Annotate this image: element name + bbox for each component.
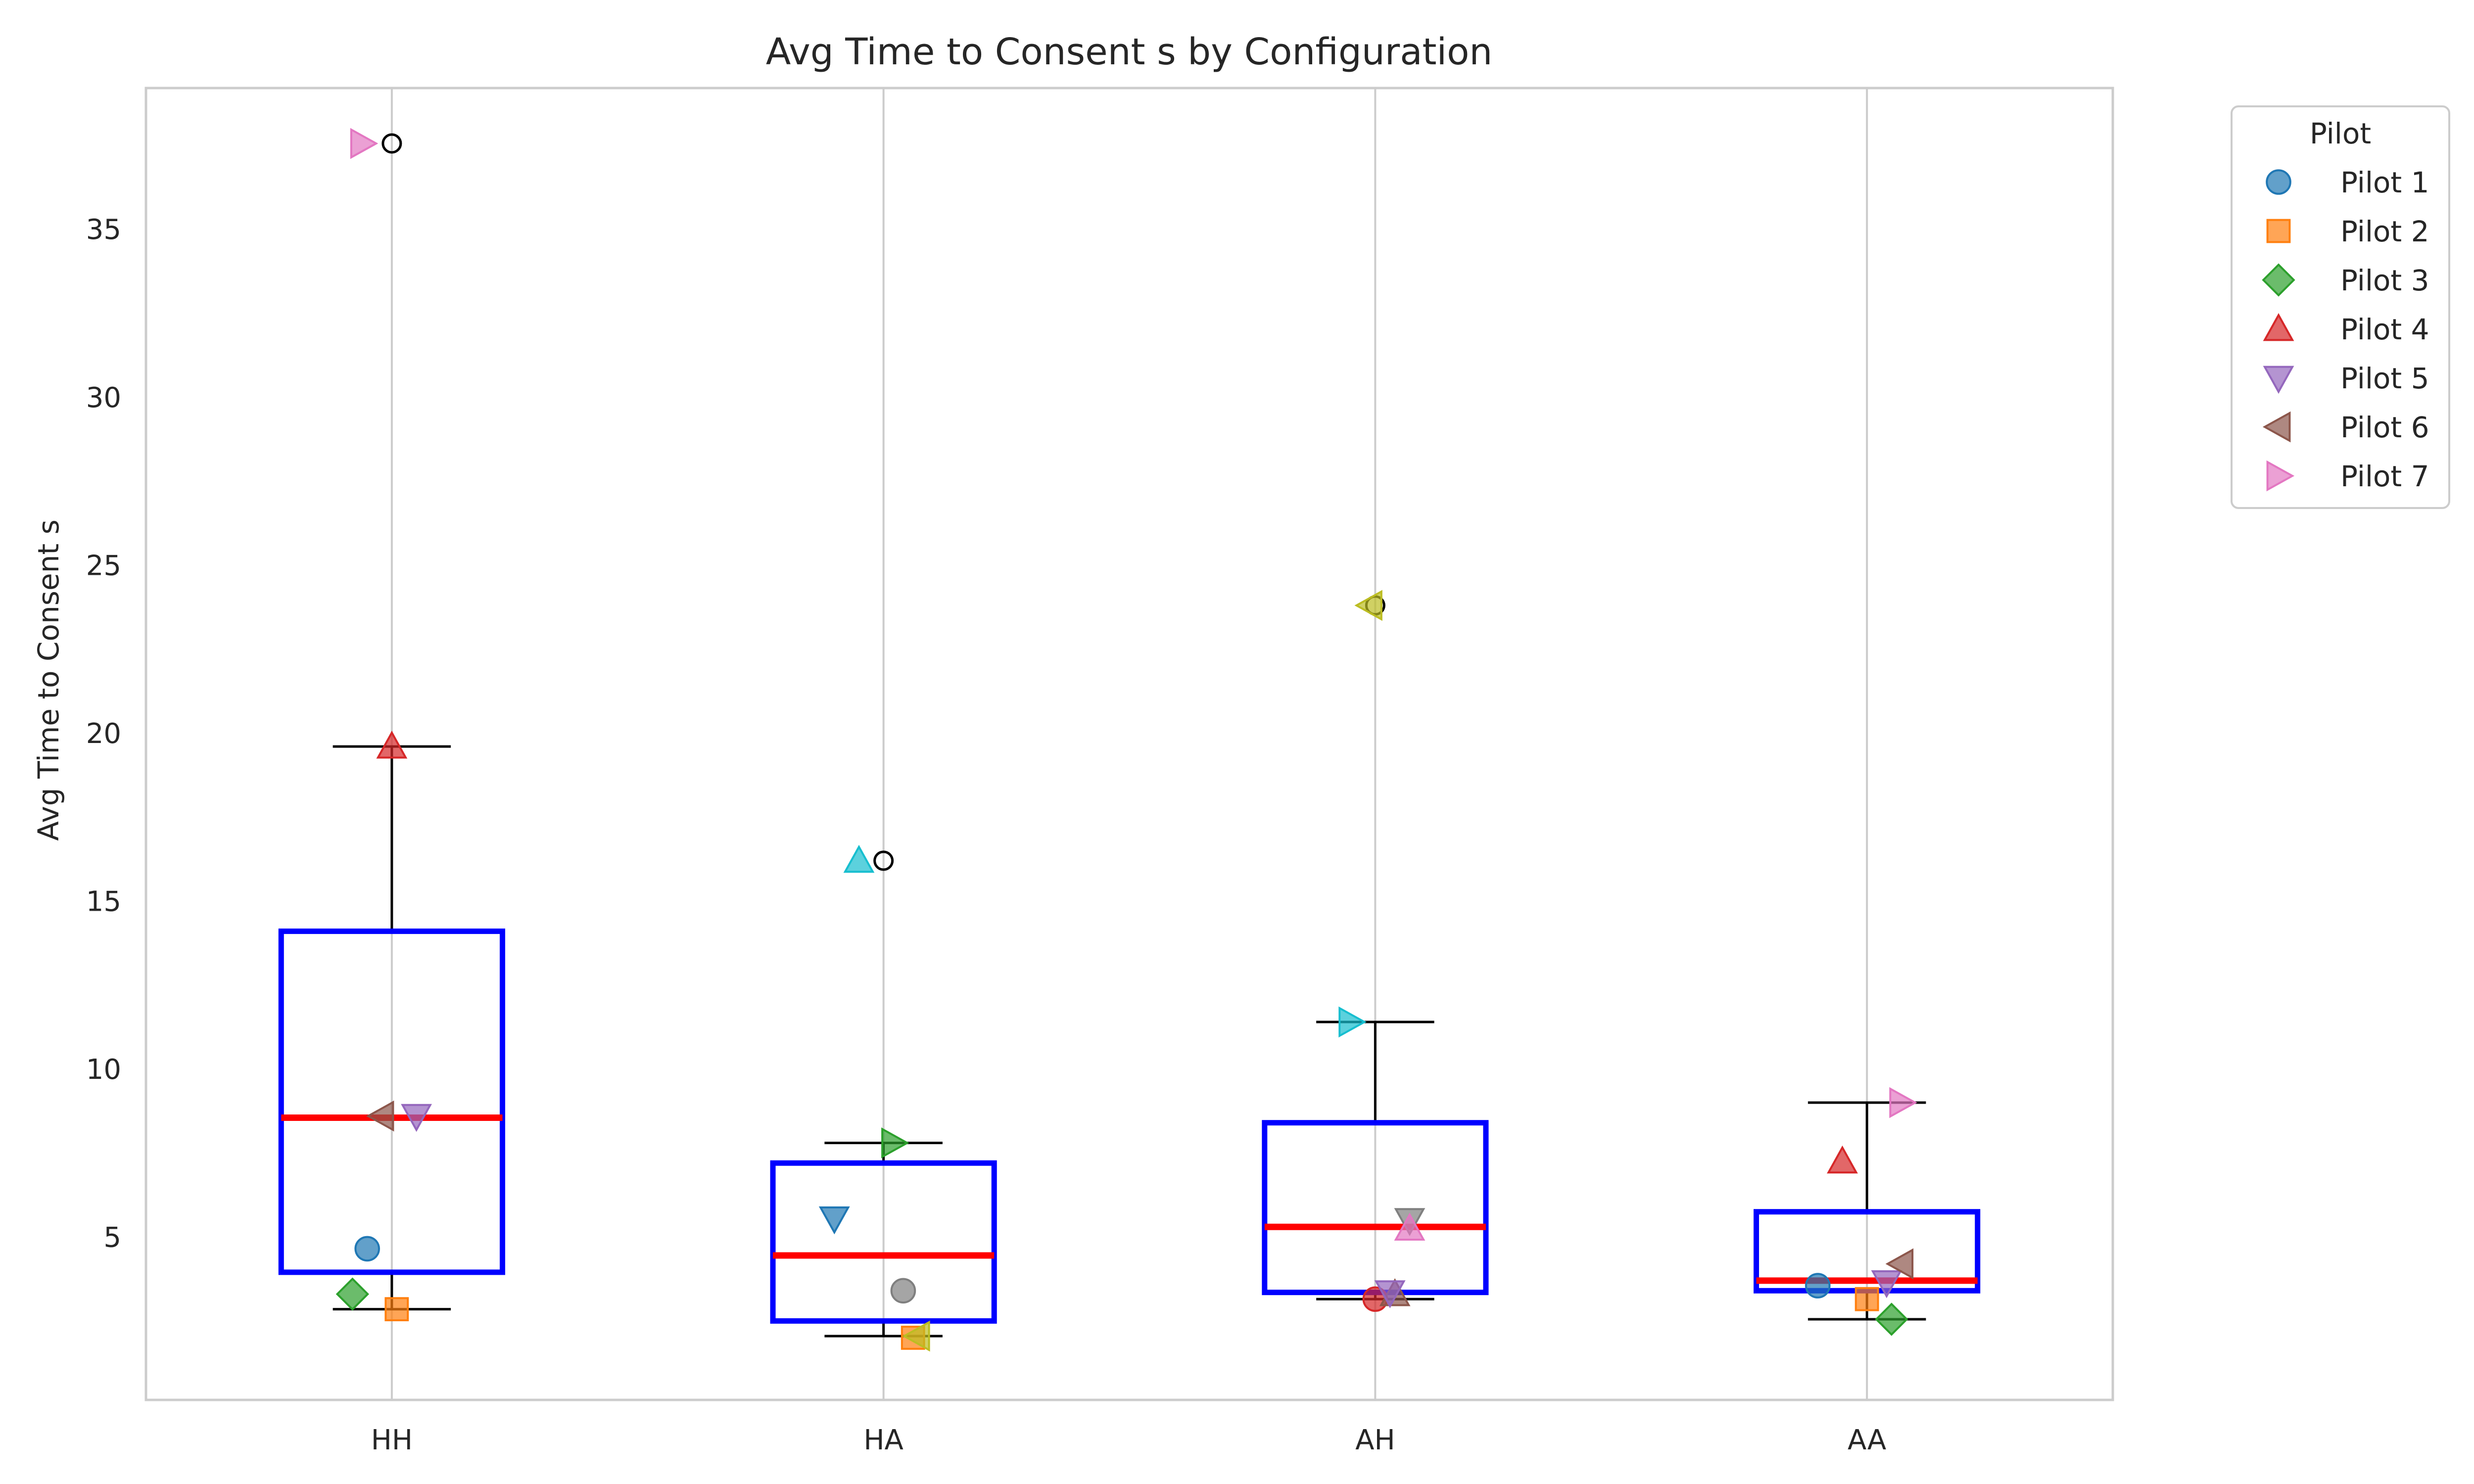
data-point-ha-12 [843,844,875,873]
data-point-hh-3 [376,730,408,759]
data-point-ah-15 [1374,1280,1406,1308]
legend-marker-2 [2266,219,2291,243]
legend-marker-6 [2262,411,2291,443]
legend-entry-6: Pilot 6 [2262,411,2429,444]
data-point-aa-24 [1871,1270,1903,1298]
data-point-ha-11 [902,1320,930,1352]
y-tick-label-10: 10 [86,1054,121,1086]
legend-marker-3 [2262,263,2295,297]
legend-entry-1: Pilot 1 [2266,166,2429,199]
legend-frame [2231,105,2450,509]
data-point-ha-9 [881,1127,909,1159]
data-points [335,128,1917,1352]
legend-title: Pilot [2310,117,2371,150]
outlier-ha-0 [873,850,894,871]
y-axis-label: Avg Time to Consent s [32,519,65,841]
legend-entries: Pilot 1 Pilot 2 Pilot 3 Pilot 4 Pilot 5 Pilot… [2262,166,2429,493]
data-point-ah-18 [1338,1006,1367,1038]
data-point-aa-20 [1805,1273,1831,1298]
data-point-aa-25 [1885,1248,1914,1280]
data-point-hh-4 [401,1104,432,1132]
chart-title: Avg Time to Consent s by Configuration [766,31,1493,73]
legend-marker-1 [2266,169,2291,195]
legend-marker-7 [2266,460,2295,492]
legend-entry-4: Pilot 4 [2263,313,2429,346]
legend-marker-5 [2263,366,2294,394]
legend-label-1: Pilot 1 [2340,166,2429,199]
y-tick-label-30: 30 [86,382,121,414]
y-tick-label-35: 35 [86,214,121,246]
legend-label-5: Pilot 5 [2340,362,2429,395]
data-point-ha-7 [818,1206,850,1235]
y-tick-label-15: 15 [86,885,121,918]
data-point-aa-21 [1855,1287,1879,1311]
data-point-ah-17 [1394,1212,1426,1241]
y-tick-label-25: 25 [86,550,121,582]
box-iqr-hh [278,928,505,1275]
y-axis-ticks: 5 10 15 20 25 30 35 [86,214,121,1253]
legend-entry-5: Pilot 5 [2263,362,2429,395]
x-axis-ticks: HH HA AH AA [371,1424,1886,1456]
legend-label-4: Pilot 4 [2340,313,2429,346]
plot-frame [144,87,2114,1401]
legend-entry-3: Pilot 3 [2262,263,2429,297]
legend-entry-7: Pilot 7 [2266,460,2429,493]
data-point-ha-10 [890,1278,916,1304]
x-tick-label-ha: HA [863,1424,903,1456]
box-iqr-ha [770,1160,997,1324]
y-tick-label-5: 5 [103,1222,121,1254]
data-point-hh-6 [350,128,379,159]
data-point-aa-22 [1875,1302,1908,1336]
legend-label-6: Pilot 6 [2340,411,2429,444]
x-tick-label-hh: HH [371,1424,413,1456]
data-point-hh-2 [335,1277,370,1311]
data-point-hh-0 [354,1236,380,1262]
data-point-hh-1 [384,1297,409,1322]
x-tick-label-ah: AH [1355,1424,1395,1456]
legend-label-7: Pilot 7 [2340,460,2429,493]
data-point-hh-5 [366,1100,394,1132]
data-point-aa-23 [1827,1145,1858,1174]
legend-marker-4 [2263,313,2294,341]
legend-label-3: Pilot 3 [2340,264,2429,297]
data-point-ah-19 [1354,590,1382,621]
legend-label-2: Pilot 2 [2340,215,2429,248]
data-point-aa-26 [1889,1087,1917,1118]
legend-entry-2: Pilot 2 [2266,215,2429,248]
x-tick-label-aa: AA [1848,1424,1886,1456]
y-tick-label-20: 20 [86,718,121,750]
outlier-hh-0 [381,133,402,154]
